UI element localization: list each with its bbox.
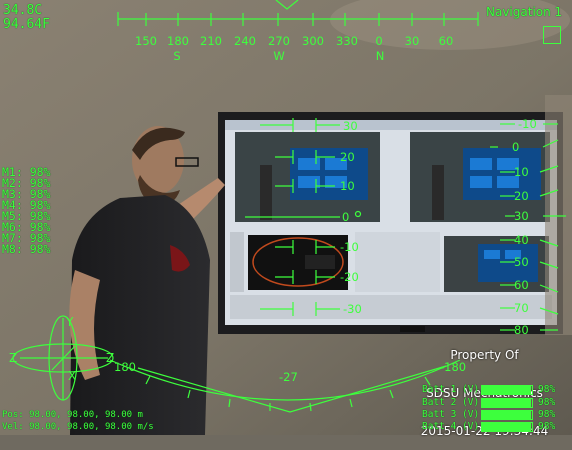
cardinal-label: W	[273, 49, 284, 63]
motor-status: M6: 98%	[2, 220, 51, 234]
heading-label: 150	[135, 34, 157, 48]
roll-label-left: 180	[114, 360, 136, 374]
cardinal-label: S	[173, 49, 180, 63]
pitch-bracket	[260, 302, 340, 316]
pitch-label: -10	[340, 240, 359, 254]
roll-needle	[137, 365, 447, 413]
heading-label: 180	[167, 34, 189, 48]
pitch-label: 20	[340, 150, 355, 164]
right-pitch-ladder	[490, 123, 566, 331]
center-pitch-ladder	[245, 118, 340, 316]
motor-status: M4: 98%	[2, 198, 51, 212]
battery-percent: 98%	[538, 421, 556, 432]
heading-label: 300	[302, 34, 324, 48]
motor-status: M8: 98%	[2, 242, 51, 256]
battery-label: Batt 4 (V)	[422, 421, 480, 432]
battery-label: Batt 2 (V)	[422, 397, 480, 408]
axis-z-right-label: Z	[106, 351, 114, 365]
position-readout: Pos: 98.00, 98.00, 98.00 m	[2, 410, 143, 420]
pitch-label: 10	[340, 179, 355, 193]
crosshair-icon	[354, 210, 362, 218]
velocity-readout: Vel: 98.00, 98.00, 98.00 m/s	[2, 422, 154, 432]
battery-bar	[481, 422, 533, 432]
center-pitch-labels: 30 20 10 0 -10 -20 -30	[340, 119, 362, 316]
pitch-label: 60	[514, 278, 529, 292]
axes-labels: Y Z Z X	[9, 315, 114, 383]
heading-label: 270	[268, 34, 290, 48]
heading-label: 30	[405, 34, 420, 48]
heading-label: 240	[234, 34, 256, 48]
pitch-label: -10	[518, 117, 537, 131]
motor-status: M1: 98%	[2, 165, 51, 179]
heading-label: 60	[439, 34, 454, 48]
motor-status: M7: 98%	[2, 231, 51, 245]
pitch-label: 30	[343, 119, 358, 133]
right-pitch-labels: -10 0 10 20 30 40 50 60 70 80	[512, 117, 537, 337]
pitch-bracket	[275, 270, 335, 284]
pitch-bracket	[275, 240, 335, 254]
pitch-label: 40	[514, 233, 529, 247]
pitch-bracket	[260, 118, 340, 132]
battery-bar	[481, 410, 533, 420]
roll-arc	[109, 359, 461, 401]
battery-bar	[481, 398, 533, 408]
navigation-toggle[interactable]	[543, 26, 561, 44]
pitch-label: 0	[342, 210, 349, 224]
battery-label: Batt 3 (V)	[422, 409, 480, 420]
roll-label-right: -180	[440, 360, 466, 374]
heading-marker-icon	[275, 0, 299, 10]
pitch-label: 30	[514, 209, 529, 223]
battery-percent: 98%	[538, 397, 556, 408]
pitch-label: 10	[514, 165, 529, 179]
temperature-celsius: 34.8C	[3, 3, 43, 18]
roll-labels: 180 -27 -180	[114, 360, 466, 384]
pitch-label: -30	[343, 302, 362, 316]
battery-bar	[481, 385, 533, 395]
pitch-label: 70	[514, 301, 529, 315]
pitch-label: 20	[514, 189, 529, 203]
axis-z-left-label: Z	[9, 351, 17, 365]
axis-y-label: Y	[65, 315, 74, 329]
heading-label: 210	[200, 34, 222, 48]
compass-strip	[117, 0, 479, 26]
hud-overlay: 150 180 210 240 270 300 330 0 30 60 S W …	[9, 0, 566, 413]
person	[69, 126, 225, 435]
battery-label: Batt 1 (V)	[422, 384, 480, 395]
ceiling-light	[330, 0, 570, 50]
heading-label: 0	[375, 34, 382, 48]
battery-percent: 98%	[538, 409, 556, 420]
pitch-label: 0	[512, 140, 519, 154]
pitch-label: -20	[340, 270, 359, 284]
motor-status: M3: 98%	[2, 187, 51, 201]
motor-status: M5: 98%	[2, 209, 51, 223]
battery-percent: 98%	[538, 384, 556, 395]
camera-feed	[0, 0, 572, 435]
motor-list: M1: 98% M2: 98% M3: 98% M4: 98% M5: 98% …	[2, 165, 51, 256]
pitch-bracket	[275, 150, 335, 164]
roll-indicator	[109, 359, 461, 413]
pitch-label: 50	[514, 255, 529, 269]
cardinal-label: N	[376, 49, 385, 63]
compass-labels: 150 180 210 240 270 300 330 0 30 60 S W …	[135, 34, 453, 63]
heading-label: 330	[336, 34, 358, 48]
roll-label-bottom: -27	[279, 370, 298, 384]
wall-monitor	[218, 112, 563, 334]
axis-x-label: X	[68, 369, 76, 383]
watermark-line1: Property Of	[450, 348, 519, 363]
navigation-mode: Navigation 1	[486, 5, 563, 19]
motor-status: M2: 98%	[2, 176, 51, 190]
pitch-label: 80	[514, 323, 529, 337]
door-frame	[545, 95, 572, 335]
temperature-fahrenheit: 94.64F	[3, 17, 50, 32]
axes-gizmo	[12, 315, 114, 401]
pitch-bracket	[275, 179, 335, 193]
